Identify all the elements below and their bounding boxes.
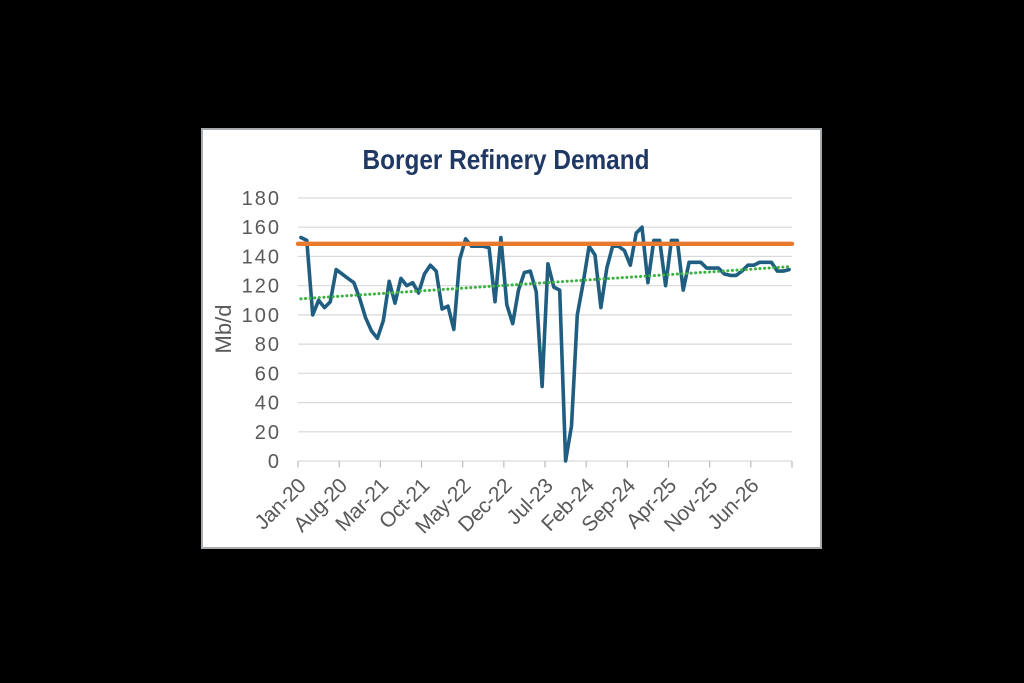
- svg-text:140: 140: [242, 246, 281, 268]
- svg-text:160: 160: [242, 217, 281, 239]
- svg-text:60: 60: [255, 363, 281, 385]
- svg-text:120: 120: [242, 276, 281, 298]
- svg-text:Borger Refinery Demand: Borger Refinery Demand: [363, 144, 650, 175]
- svg-text:180: 180: [242, 188, 281, 210]
- svg-text:0: 0: [268, 451, 281, 473]
- svg-text:80: 80: [255, 334, 281, 356]
- svg-text:100: 100: [242, 305, 281, 327]
- svg-text:Mb/d: Mb/d: [211, 305, 236, 354]
- svg-text:20: 20: [255, 422, 281, 444]
- svg-text:40: 40: [255, 393, 281, 415]
